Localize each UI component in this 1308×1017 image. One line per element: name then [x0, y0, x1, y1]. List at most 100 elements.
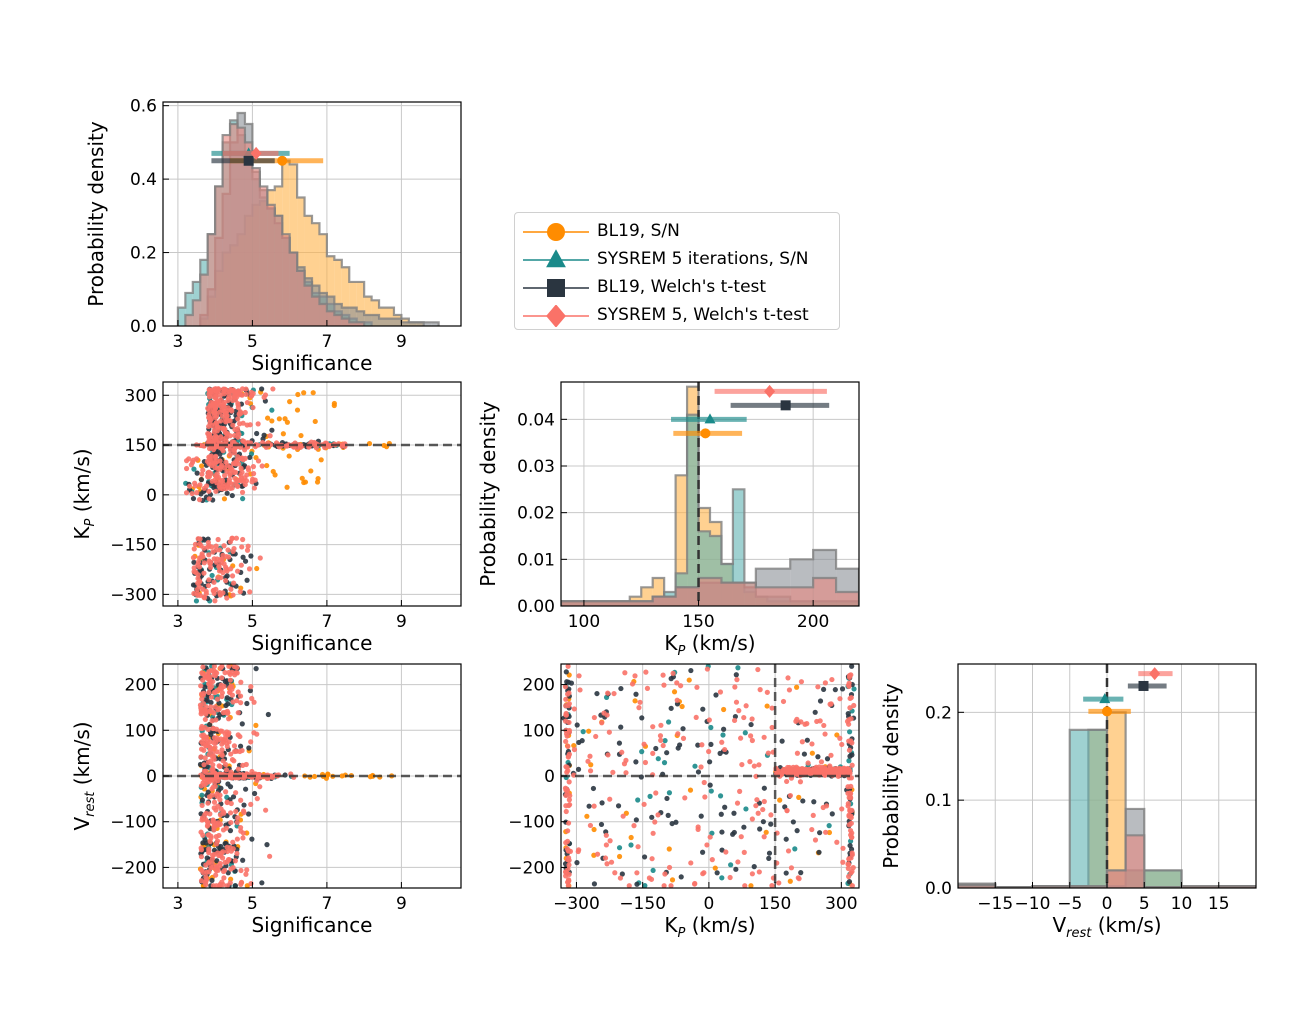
y-tick-label: −300: [110, 585, 157, 605]
scatter-point: [228, 586, 234, 592]
scatter-point: [243, 786, 249, 792]
y-tick-label: 0: [146, 767, 157, 787]
scatter-point: [199, 802, 205, 808]
x-tick-label: −150: [619, 894, 666, 914]
y-tick-label: −100: [110, 813, 157, 833]
scatter-point: [210, 678, 216, 685]
scatter-point: [298, 432, 304, 439]
scatter-point: [235, 815, 241, 821]
scatter-point: [650, 724, 656, 730]
x-tick-label: 9: [396, 894, 407, 914]
scatter-point: [664, 795, 670, 802]
scatter-point: [224, 743, 230, 750]
scatter-point: [212, 464, 218, 471]
x-tick-label: 5: [247, 894, 258, 914]
scatter-point: [215, 737, 221, 743]
scatter-point: [679, 703, 685, 710]
scatter-point: [764, 689, 770, 695]
hist-bar: [282, 234, 290, 326]
scatter-point: [189, 459, 196, 465]
scatter-point: [249, 836, 255, 842]
plot-area: [958, 664, 1256, 888]
x-tick-label: −300: [553, 894, 600, 914]
scatter-point: [209, 864, 216, 871]
x-tick-label: 200: [797, 612, 829, 632]
circle-marker-icon: [547, 223, 565, 241]
scatter-point: [230, 699, 236, 705]
hist-bar: [177, 307, 186, 326]
legend-swatch: [523, 249, 589, 268]
scatter-point: [832, 769, 838, 775]
scatter-point: [226, 716, 232, 722]
hist-bar: [416, 322, 424, 326]
y-tick-label: 0.4: [130, 170, 157, 190]
scatter-point: [261, 394, 267, 400]
scatter-point: [201, 560, 207, 566]
scatter-point: [849, 883, 855, 888]
scatter-point: [571, 706, 577, 712]
scatter-point: [235, 434, 241, 440]
scatter-point: [221, 391, 227, 397]
scatter-point: [224, 729, 230, 735]
scatter-point: [846, 822, 852, 828]
hist-bar: [641, 587, 653, 606]
y-axis-label: Probability density: [476, 401, 500, 587]
scatter-point: [339, 773, 345, 779]
scatter-point: [217, 451, 223, 457]
scatter-point: [264, 842, 270, 848]
y-tick-label: 100: [523, 721, 555, 741]
scatter-point: [695, 769, 702, 775]
scatter-point: [198, 783, 205, 789]
scatter-point: [741, 714, 747, 721]
scatter-point: [790, 819, 796, 825]
scatter-point: [213, 726, 220, 732]
scatter-point: [565, 855, 572, 861]
scatter-point: [562, 785, 569, 791]
legend-swatch: [523, 223, 589, 241]
scatter-point: [827, 701, 833, 707]
scatter-point: [224, 799, 230, 805]
scatter-point: [224, 490, 230, 496]
scatter-point: [217, 728, 224, 734]
scatter-point: [593, 733, 599, 740]
scatter-point: [235, 402, 241, 408]
scatter-point: [238, 465, 244, 471]
hist-bar: [259, 186, 268, 326]
hist-bar: [349, 281, 357, 326]
scatter-point: [243, 386, 249, 392]
scatter-point: [565, 691, 571, 697]
scatter-point: [704, 666, 711, 672]
scatter-point: [259, 386, 265, 392]
scatter-point: [611, 690, 617, 697]
scatter-point: [221, 561, 227, 567]
scatter-point: [203, 590, 209, 597]
scatter-point: [254, 565, 260, 572]
scatter-point: [240, 835, 246, 841]
scatter-point: [587, 822, 594, 829]
scatter-point: [196, 578, 202, 584]
scatter-point: [668, 705, 674, 711]
scatter-point: [217, 418, 224, 424]
scatter-point: [249, 479, 255, 485]
scatter-point: [642, 883, 648, 888]
scatter-point: [661, 682, 667, 688]
scatter-point: [616, 853, 623, 860]
scatter-point: [276, 416, 282, 422]
scatter-point: [779, 770, 785, 777]
scatter-point: [641, 854, 648, 860]
x-axis-label: Significance: [251, 913, 372, 937]
scatter-point: [692, 763, 698, 769]
scatter-point: [653, 745, 659, 752]
scatter-point: [207, 721, 213, 728]
hist-bar: [304, 285, 312, 326]
scatter-point: [648, 876, 655, 882]
scatter-point: [629, 681, 636, 687]
x-tick-label: 3: [172, 332, 183, 352]
scatter-point: [586, 803, 592, 809]
scatter-point: [248, 739, 254, 745]
scatter-point: [237, 589, 243, 595]
scatter-point: [211, 409, 217, 416]
scatter-point: [223, 702, 229, 709]
hist-bar: [341, 318, 350, 326]
scatter-point: [642, 759, 649, 766]
